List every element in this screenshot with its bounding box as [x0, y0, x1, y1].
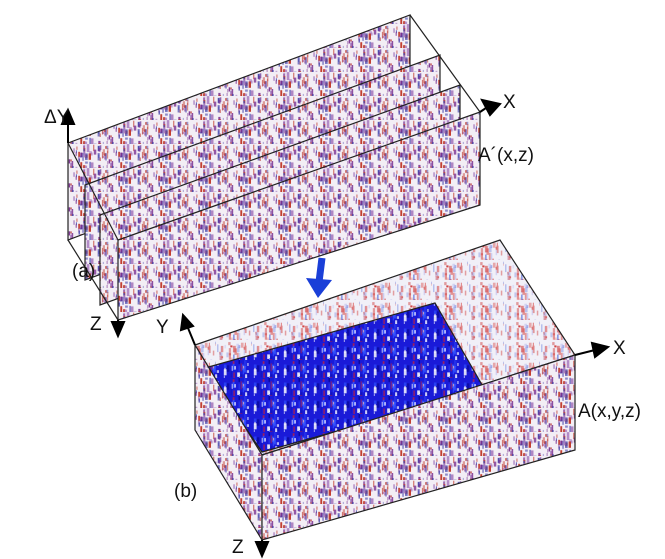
- arrowhead: [181, 315, 193, 330]
- panel-b: [195, 240, 575, 540]
- axis-label: Y: [156, 317, 169, 338]
- axis-x-b: [575, 350, 595, 355]
- axis-x-a: [480, 108, 486, 112]
- transform-arrow: [306, 258, 332, 298]
- axis-label: Z: [90, 314, 102, 335]
- annotation: A´(x,z): [478, 145, 534, 166]
- arrowhead: [112, 322, 124, 336]
- panel-label: (a): [72, 261, 95, 282]
- axis-label: X: [613, 338, 626, 359]
- arrowhead: [256, 542, 268, 556]
- arrowhead: [482, 100, 500, 115]
- axis-label: X: [503, 92, 516, 113]
- annotation: A(x,y,z): [578, 401, 641, 422]
- panel-label: (b): [174, 481, 197, 502]
- arrowhead: [592, 343, 608, 357]
- figure: ΔY X A´(x,z) (a) Z Y X A(x,y,z) (b) Z: [0, 0, 665, 559]
- axis-label: Z: [232, 537, 244, 558]
- axis-label: ΔY: [44, 107, 70, 128]
- axis-y-b: [188, 328, 195, 345]
